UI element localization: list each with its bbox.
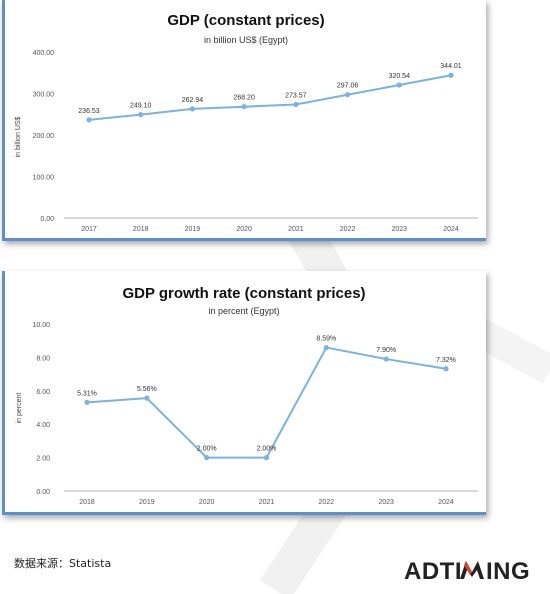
x-tick-label: 2023 (378, 499, 394, 506)
data-label: 7.90% (376, 347, 396, 354)
data-point[interactable] (448, 72, 454, 78)
y-tick-label: 6.00 (36, 389, 50, 396)
x-tick-label: 2020 (236, 226, 252, 233)
data-point[interactable] (396, 82, 402, 88)
data-label: 2.00% (257, 446, 277, 453)
data-label: 8.59% (316, 336, 336, 343)
x-tick-label: 2018 (133, 226, 149, 233)
data-point[interactable] (263, 455, 270, 461)
y-axis-label: in billion US$ (15, 116, 22, 157)
gdp-chart: GDP (constant prices) in billion US$ (Eg… (15, 12, 478, 233)
y-tick-label: 0.00 (36, 489, 50, 496)
y-tick-label: 8.00 (36, 355, 50, 362)
svg-text:ADTI: ADTI (404, 558, 462, 583)
data-point[interactable] (189, 106, 196, 112)
x-tick-label: 2022 (319, 499, 335, 506)
x-tick-label: 2017 (81, 226, 97, 233)
y-tick-label: 200.00 (33, 133, 55, 140)
data-point[interactable] (204, 455, 210, 461)
data-label: 297.06 (337, 83, 359, 90)
gdp-growth-chart: GDP growth rate (constant prices) in per… (16, 285, 478, 506)
x-tick-label: 2018 (79, 499, 95, 506)
chart-subtitle: in billion US$ (Egypt) (204, 35, 288, 45)
x-tick-label: 2021 (259, 499, 275, 506)
axis-layer: 0.00 2.00 4.00 6.00 8.00 10.00 2018 2019 2020 202… (32, 322, 478, 506)
data-label: 236.53 (78, 108, 100, 115)
x-tick-label: 2020 (199, 499, 215, 506)
data-label: 5.56% (137, 386, 157, 393)
data-point[interactable] (323, 344, 329, 351)
data-label: 249.10 (130, 103, 152, 110)
gdp-chart-panel: GDP (constant prices) in billion US$ (Eg… (2, 0, 486, 241)
series-layer: 236.53 249.10 262.94 268.20 273.57 297.06 320.… (78, 63, 462, 123)
adtiming-logo: ADTI ING (404, 558, 530, 583)
svg-text:ING: ING (486, 558, 530, 583)
chart-subtitle: in percent (Egypt) (208, 306, 279, 316)
y-tick-label: 400.00 (33, 50, 55, 57)
data-point[interactable] (293, 101, 299, 108)
x-tick-label: 2019 (139, 499, 155, 506)
series-layer: 5.31% 5.56% 2.00% 2.00% 8.59% 7.90% 7.32% (77, 336, 456, 461)
chart-title: GDP growth rate (constant prices) (122, 285, 365, 302)
data-point[interactable] (383, 356, 389, 362)
y-tick-label: 300.00 (33, 92, 55, 99)
y-tick-label: 10.00 (32, 322, 50, 329)
data-point[interactable] (241, 104, 247, 110)
data-label: 344.01 (440, 63, 462, 70)
x-tick-label: 2024 (438, 499, 454, 506)
y-tick-label: 100.00 (33, 175, 55, 182)
x-tick-label: 2019 (185, 226, 201, 233)
data-point[interactable] (138, 112, 144, 118)
x-tick-label: 2023 (391, 226, 407, 233)
series-line (88, 74, 452, 121)
x-tick-label: 2022 (340, 226, 356, 233)
data-point[interactable] (443, 366, 449, 372)
series-line (86, 346, 447, 459)
data-point[interactable] (144, 395, 150, 401)
data-label: 5.31% (77, 390, 97, 397)
data-label: 262.94 (182, 97, 204, 104)
data-label: 320.54 (389, 73, 411, 80)
x-tick-label: 2021 (288, 226, 304, 233)
y-axis-label: in percent (16, 393, 23, 424)
chart-title: GDP (constant prices) (167, 12, 324, 29)
y-tick-label: 4.00 (36, 422, 50, 429)
gdp-growth-chart-panel: GDP growth rate (constant prices) in per… (2, 271, 486, 515)
x-tick-label: 2024 (443, 226, 459, 233)
source-note: 数据来源：Statista (14, 557, 112, 570)
data-point[interactable] (86, 117, 92, 123)
axis-layer: 0.00 100.00 200.00 300.00 400.00 2017 2018 2019… (33, 50, 478, 233)
data-point[interactable] (344, 92, 351, 98)
data-label: 273.57 (285, 92, 307, 99)
y-tick-label: 0.00 (40, 216, 54, 223)
y-tick-label: 2.00 (36, 456, 50, 463)
data-label: 2.00% (197, 446, 217, 453)
data-point[interactable] (84, 399, 90, 405)
data-label: 268.20 (233, 95, 255, 102)
data-label: 7.32% (436, 357, 456, 364)
